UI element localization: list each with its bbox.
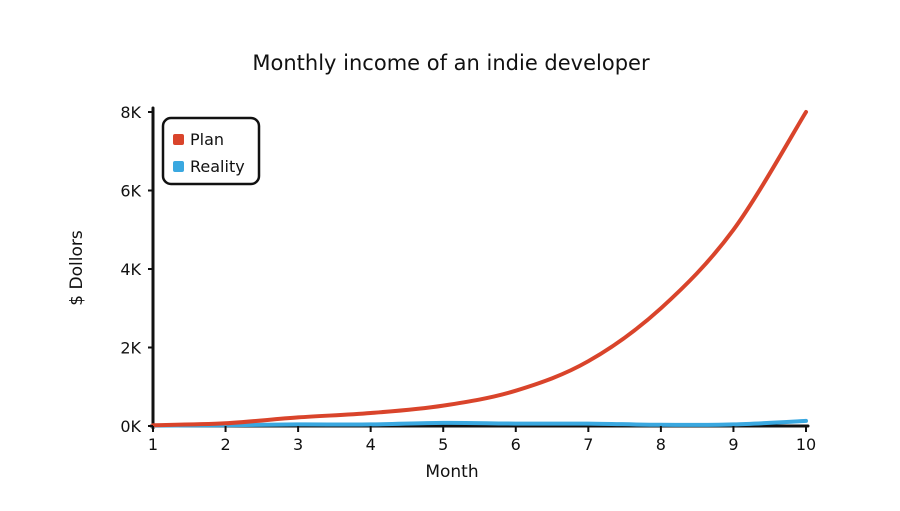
chart-title: Monthly income of an indie developer <box>252 51 650 75</box>
x-tick-label: 1 <box>148 435 158 454</box>
x-axis-label: Month <box>425 462 478 482</box>
legend-label-plan: Plan <box>190 130 224 149</box>
y-tick-label: 2K <box>120 339 141 358</box>
x-tick-label: 4 <box>366 435 376 454</box>
legend-swatch-reality <box>173 161 184 172</box>
y-tick-label: 0K <box>120 417 141 436</box>
legend-label-reality: Reality <box>190 157 245 176</box>
x-tick-label: 5 <box>438 435 448 454</box>
y-axis-label: $ Dollors <box>67 230 87 306</box>
y-tick-label: 8K <box>120 103 141 122</box>
legend-swatch-plan <box>173 134 184 145</box>
legend-box <box>161 116 261 186</box>
series-line-reality <box>151 418 808 428</box>
y-tick-label: 6K <box>120 182 141 201</box>
legend: Plan Reality <box>161 116 261 186</box>
series-layer <box>151 110 808 428</box>
y-tick-label: 4K <box>120 260 141 279</box>
series-line-plan <box>151 110 808 428</box>
x-tick-label: 10 <box>796 435 816 454</box>
x-tick-label: 6 <box>511 435 521 454</box>
x-tick-label: 8 <box>656 435 666 454</box>
ticks-layer: 1 2 3 4 5 6 7 8 9 10 0K 2K 4K 6K 8K <box>120 103 816 454</box>
x-tick-label: 9 <box>728 435 738 454</box>
x-tick-label: 2 <box>220 435 230 454</box>
x-tick-label: 3 <box>293 435 303 454</box>
x-tick-label: 7 <box>583 435 593 454</box>
